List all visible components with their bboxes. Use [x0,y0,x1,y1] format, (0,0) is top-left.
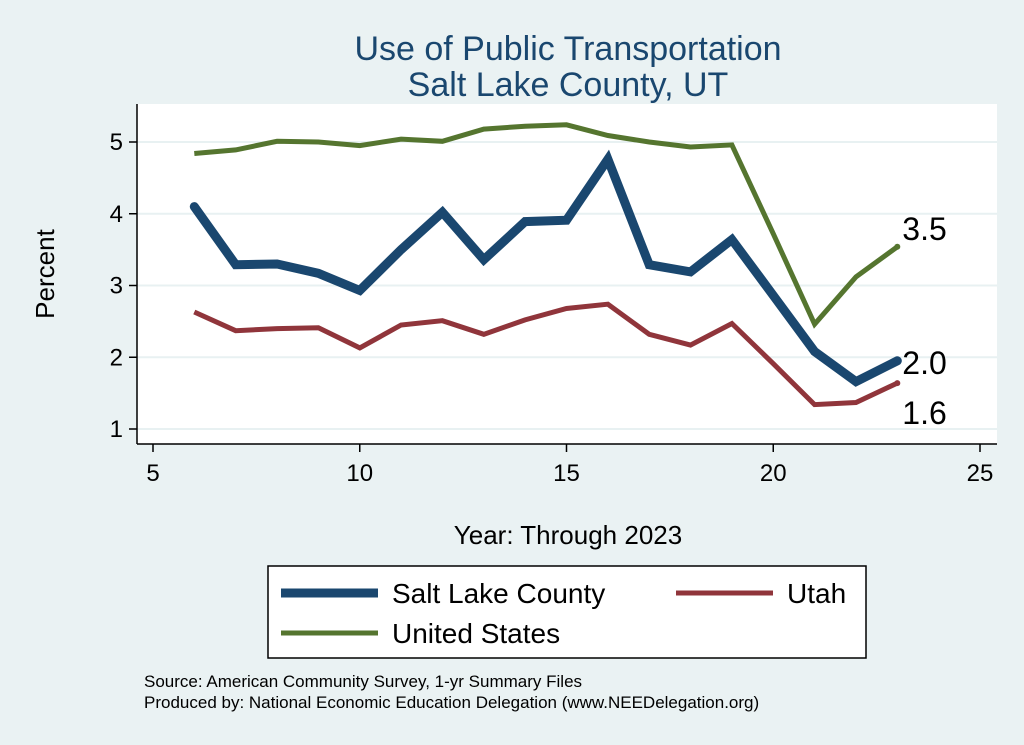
x-tick-label-10: 10 [346,460,373,487]
legend-box [267,565,867,659]
end-label-salt-lake-county: 2.0 [902,345,946,381]
series-line-utah [193,301,899,408]
legend-label-united-states: United States [392,618,560,649]
axes: 1 2 3 4 5 5 10 15 20 25 [110,104,997,487]
end-point-utah [894,380,901,387]
x-tick-label-15: 15 [553,460,580,487]
chart-title: Use of Public Transportation [354,30,781,68]
series-line-united-states [194,122,899,329]
y-tick-label-5: 5 [110,129,123,156]
y-tick-label-3: 3 [110,273,123,300]
producer-note: Produced by: National Economic Education… [144,693,759,712]
source-note: Source: American Community Survey, 1-yr … [144,672,582,691]
end-labels: 2.0 1.6 3.5 [894,211,947,431]
series-lines [189,122,902,408]
legend-label-utah: Utah [787,578,846,609]
end-label-united-states: 3.5 [902,211,946,247]
end-point-united-states [894,243,901,250]
legend: Salt Lake County Utah United States [267,565,867,659]
x-tick-label-20: 20 [760,460,787,487]
y-tick-label-1: 1 [110,416,123,443]
chart-subtitle: Salt Lake County, UT [408,66,729,104]
end-point-salt-lake-county [894,357,901,364]
end-label-utah: 1.6 [902,395,946,431]
x-axis-title: Year: Through 2023 [454,520,682,550]
series-line-salt-lake-county [189,149,902,387]
y-tick-label-4: 4 [110,201,123,228]
x-tick-label-5: 5 [146,460,159,487]
x-tick-label-25: 25 [967,460,994,487]
legend-label-salt-lake-county: Salt Lake County [392,578,605,609]
y-tick-label-2: 2 [110,344,123,371]
y-axis-title: Percent [30,228,60,318]
plot-area [137,104,997,444]
